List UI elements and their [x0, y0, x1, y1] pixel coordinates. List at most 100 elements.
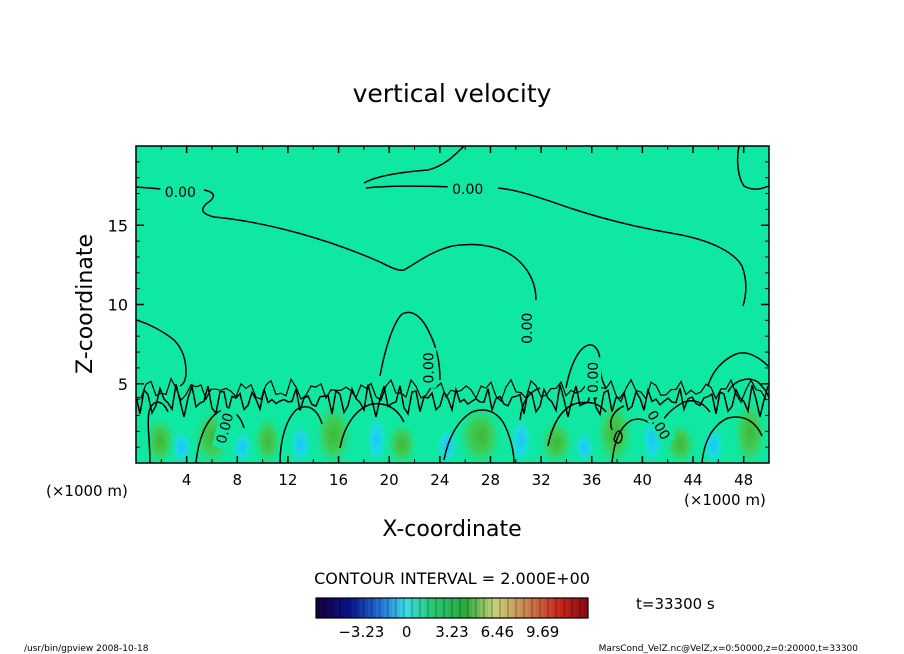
x-tick-label-12: 12	[278, 471, 297, 489]
hot-spot-6	[538, 416, 575, 463]
colorbar-cell-25	[416, 598, 421, 618]
x-tick-label-8: 8	[233, 471, 243, 489]
x-tick-label-28: 28	[481, 471, 500, 489]
colorbar-cell-13	[368, 598, 373, 618]
svg-text:0.00: 0.00	[520, 313, 536, 344]
cold-spot-5	[509, 416, 533, 463]
colorbar-cell-20	[396, 598, 401, 618]
colorbar-cell-49	[512, 598, 517, 618]
colorbar-cell-26	[420, 598, 425, 618]
hot-spot-3	[313, 398, 354, 463]
x-tick-label-40: 40	[633, 471, 652, 489]
colorbar-cell-12	[364, 598, 369, 618]
colorbar-cell-6	[340, 598, 345, 618]
colorbar-tick-labels: −3.23 0 3.23 6.46 9.69	[338, 623, 559, 641]
zero-contour-10	[547, 401, 607, 447]
x-tick-label-44: 44	[683, 471, 702, 489]
zero-contour-15	[147, 401, 169, 463]
colorbar-cell-37	[464, 598, 469, 618]
colorbar-cell-22	[404, 598, 409, 618]
colorbar-cell-4	[332, 598, 337, 618]
boundary-layer-contour	[136, 383, 769, 418]
colorbar-cell-67	[584, 598, 589, 618]
colorbar-cell-2	[324, 598, 329, 618]
colorbar-cell-66	[580, 598, 585, 618]
colorbar	[315, 597, 589, 619]
zero-contour-13	[443, 409, 515, 463]
colorbar-cell-52	[524, 598, 529, 618]
x-tick-label-32: 32	[532, 471, 551, 489]
colorbar-frame	[315, 597, 589, 619]
contour-interval: CONTOUR INTERVAL = 2.000E+00	[314, 569, 590, 588]
svg-text:0.00: 0.00	[452, 182, 483, 198]
colorbar-cell-9	[352, 598, 357, 618]
colorbar-cell-42	[484, 598, 489, 618]
x-unit-right: (×1000 m)	[684, 491, 766, 509]
colorbar-cell-11	[360, 598, 365, 618]
y-tick-label-5: 5	[118, 375, 128, 394]
y-axis-label: Z-coordinate	[73, 234, 98, 374]
x-tick-label-24: 24	[430, 471, 449, 489]
zero-contour-14	[279, 406, 323, 463]
colorbar-cell-7	[344, 598, 349, 618]
colorbar-cell-56	[540, 598, 545, 618]
colorbar-cell-63	[568, 598, 573, 618]
colorbar-cell-64	[572, 598, 577, 618]
zero-contour-17	[339, 402, 405, 449]
svg-text:0.00: 0.00	[165, 185, 196, 201]
x-tick-label-36: 36	[582, 471, 601, 489]
colorbar-cell-14	[372, 598, 377, 618]
colorbar-cell-27	[424, 598, 429, 618]
footer-left: /usr/bin/gpview 2008-10-18	[24, 644, 149, 654]
footer-right: MarsCond_VelZ.nc@VelZ,x=0:50000,z=0:2000…	[599, 644, 859, 654]
contour-label-1: 0.00	[447, 180, 488, 198]
colorbar-cell-55	[536, 598, 541, 618]
colorbar-cell-43	[488, 598, 493, 618]
colorbar-cell-10	[356, 598, 361, 618]
colorbar-tick-label-2: 3.23	[435, 623, 468, 641]
colorbar-cell-59	[552, 598, 557, 618]
colorbar-cell-31	[440, 598, 445, 618]
colorbar-cell-17	[384, 598, 389, 618]
colorbar-cell-39	[472, 598, 477, 618]
time-label: t=33300 s	[636, 595, 715, 613]
x-axis-label: X-coordinate	[382, 517, 521, 542]
hot-spot-2	[252, 413, 283, 463]
colorbar-cell-44	[492, 598, 497, 618]
zero-contour-2	[365, 185, 747, 307]
x-tick-label-4: 4	[182, 471, 192, 489]
colorbar-cell-15	[376, 598, 381, 618]
cold-spot-6	[573, 429, 595, 463]
cold-spot-3	[366, 413, 387, 463]
colorbar-cell-48	[508, 598, 513, 618]
cold-spot-8	[701, 426, 725, 463]
colorbar-cell-30	[436, 598, 441, 618]
colorbar-cell-58	[548, 598, 553, 618]
colorbar-cell-5	[336, 598, 341, 618]
zero-contour-5	[379, 311, 441, 381]
zero-contour-1	[363, 146, 465, 184]
colorbar-cell-57	[544, 598, 549, 618]
colorbar-cell-32	[444, 598, 449, 618]
x-tick-label-20: 20	[380, 471, 399, 489]
colorbar-cell-1	[320, 598, 325, 618]
svg-text:0.00: 0.00	[586, 362, 602, 393]
hot-spot-8	[664, 420, 697, 463]
colorbar-cell-0	[316, 598, 321, 618]
svg-text:0.00: 0.00	[421, 352, 437, 383]
colorbar-cell-53	[528, 598, 533, 618]
x-tick-label-16: 16	[329, 471, 348, 489]
contour-label-4: 0.00	[211, 406, 238, 450]
colorbar-cell-16	[380, 598, 385, 618]
colorbar-tick-label-1: 0	[402, 623, 412, 641]
colorbar-cell-8	[348, 598, 353, 618]
colorbar-cell-23	[408, 598, 413, 618]
colorbar-cell-61	[560, 598, 565, 618]
cold-spot-1	[232, 429, 253, 463]
colorbar-cell-46	[500, 598, 505, 618]
contour-labels: 0.00 0.000.000.000.00 0.000.00	[160, 180, 676, 450]
cold-spot-2	[289, 423, 312, 463]
colorbar-tick-label-4: 9.69	[526, 623, 559, 641]
y-axis-ticks: 5 10 15	[108, 161, 769, 448]
